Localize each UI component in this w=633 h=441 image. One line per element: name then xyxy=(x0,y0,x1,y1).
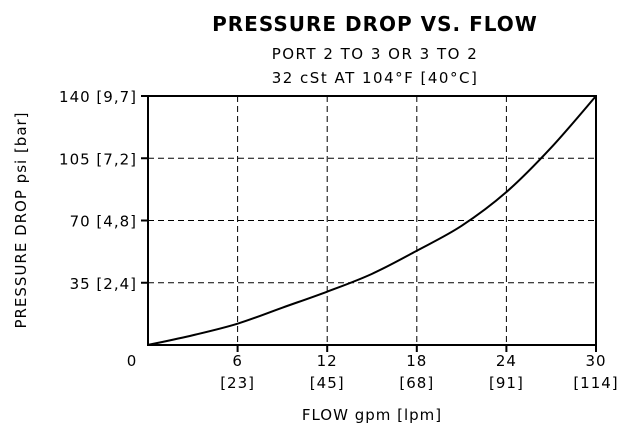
origin-tick-label: 0 xyxy=(127,352,138,370)
x-axis-label: FLOW gpm [lpm] xyxy=(302,406,442,424)
x-tick-sublabel: [23] xyxy=(220,374,255,392)
chart-title: PRESSURE DROP VS. FLOW xyxy=(212,12,538,36)
curve-layer xyxy=(147,95,597,346)
y-tick-label: 70 [4,8] xyxy=(70,213,137,231)
x-tick-label: 18 xyxy=(406,352,427,370)
x-tick-sublabel: [114] xyxy=(573,374,618,392)
x-tick-sublabel: [45] xyxy=(310,374,345,392)
x-tick-label: 6 xyxy=(232,352,243,370)
x-tick-sublabel: [91] xyxy=(489,374,524,392)
tick-labels: 6 [23] 12 [45] 18 [68] 24 [91] 30 [114] 35 [2,4] 70… xyxy=(59,88,618,392)
y-tick-label: 35 [2,4] xyxy=(70,275,137,293)
x-tick-sublabel: [68] xyxy=(399,374,434,392)
grid-lines xyxy=(148,96,596,345)
chart-subtitle-line-2: 32 cSt AT 104°F [40°C] xyxy=(272,69,479,87)
chart-subtitle-line-1: PORT 2 TO 3 OR 3 TO 2 xyxy=(272,45,479,63)
pressure-drop-curve xyxy=(147,95,597,346)
x-tick-label: 24 xyxy=(496,352,517,370)
y-tick-label: 140 [9,7] xyxy=(59,88,137,106)
x-tick-label: 12 xyxy=(317,352,338,370)
x-tick-label: 30 xyxy=(585,352,606,370)
y-axis-label: PRESSURE DROP psi [bar] xyxy=(12,111,30,328)
y-tick-label: 105 [7,2] xyxy=(59,150,137,168)
tick-marks xyxy=(141,95,597,352)
